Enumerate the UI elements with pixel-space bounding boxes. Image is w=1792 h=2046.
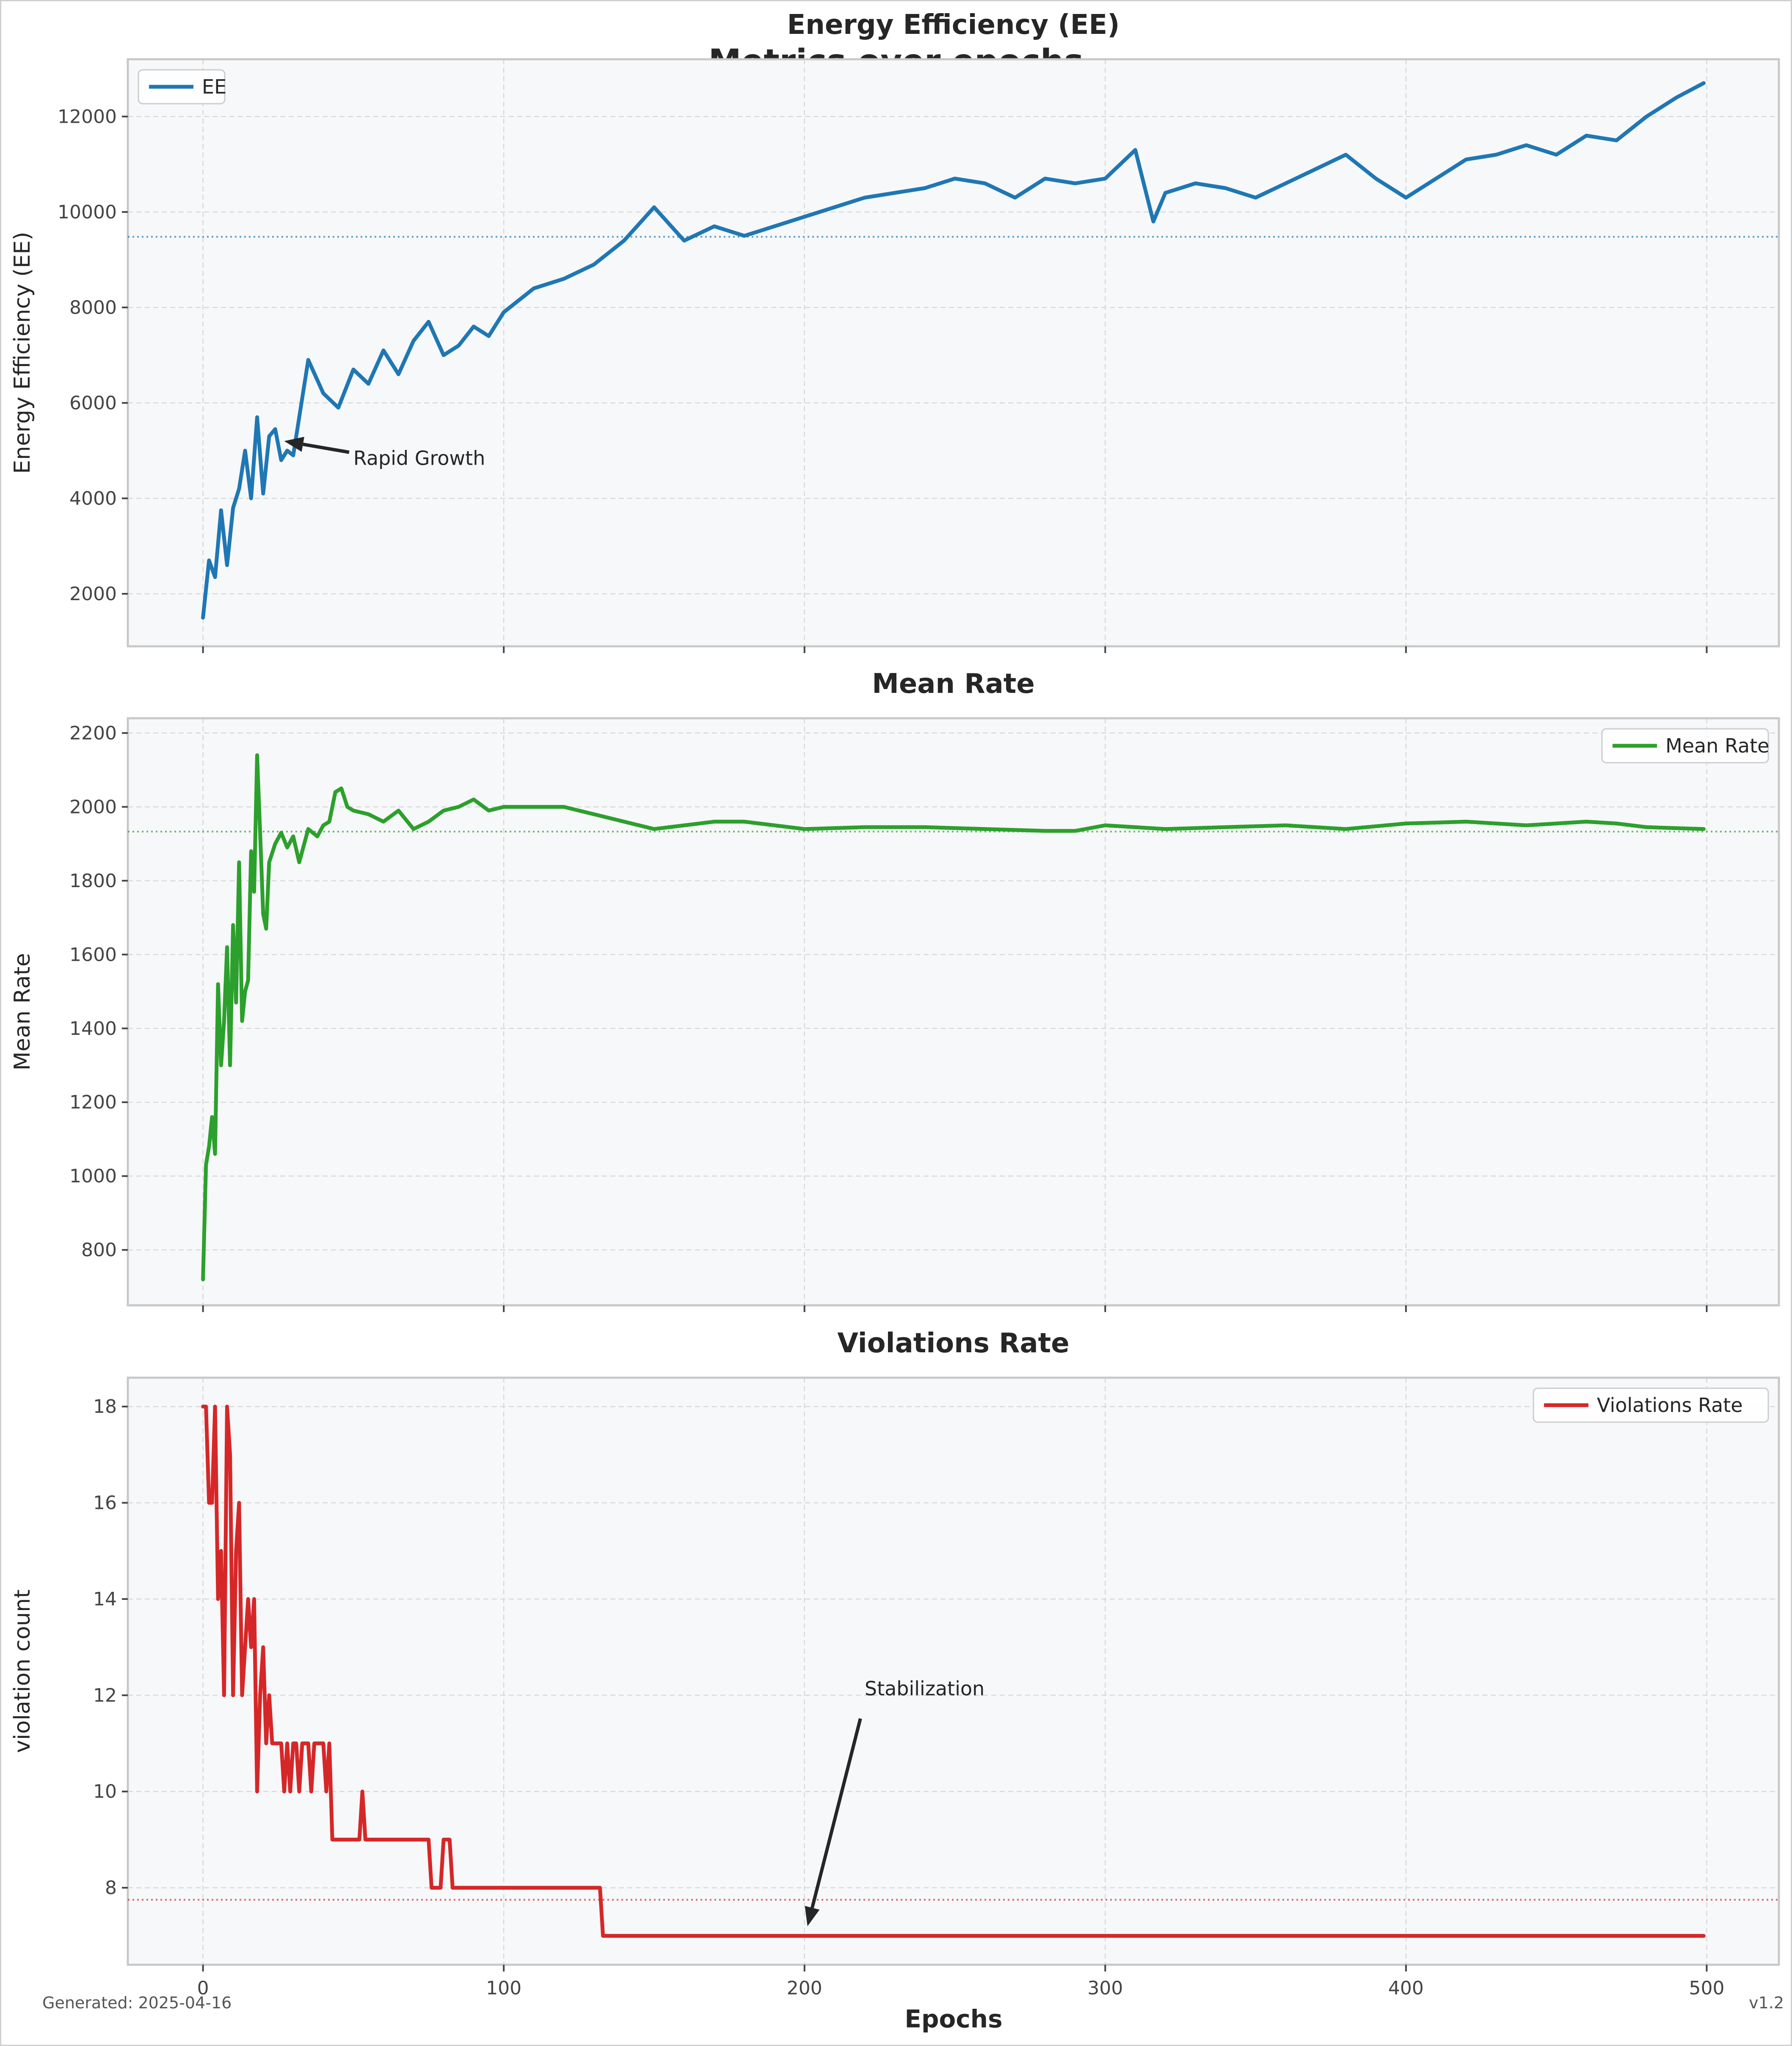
panel-ee: Energy Efficiency (EE) Energy Efficiency … xyxy=(10,9,1780,653)
y-axis-label: Mean Rate xyxy=(10,953,35,1070)
series-line xyxy=(201,1404,1706,1938)
legend-label: Mean Rate xyxy=(1665,734,1769,757)
y-tick-label: 12000 xyxy=(58,106,117,127)
series-line xyxy=(201,81,1706,620)
y-tick-label: 12 xyxy=(93,1685,117,1706)
x-tick-label: 300 xyxy=(1087,1977,1123,1999)
panel-title: Mean Rate xyxy=(872,668,1035,700)
y-tick-label: 1400 xyxy=(69,1018,117,1040)
y-tick-label: 10 xyxy=(93,1781,117,1803)
plot-frame xyxy=(127,58,1780,648)
annotation-label: Rapid Growth xyxy=(353,447,485,469)
y-tick-label: 800 xyxy=(81,1239,117,1261)
y-tick-label: 1000 xyxy=(69,1166,117,1187)
x-tick-label: 500 xyxy=(1689,1977,1724,1999)
footer-generated: Generated: 2025-04-16 xyxy=(42,1994,232,2012)
panel-mean-rate: Mean Rate Mean Rate 800 1000 1200 1400 1600 180… xyxy=(10,668,1780,1312)
x-axis-title: Epochs xyxy=(904,2005,1002,2033)
footer-version: v1.2 xyxy=(1749,1994,1784,2012)
y-tick-label: 4000 xyxy=(69,488,117,509)
y-tick-label: 8 xyxy=(105,1877,117,1899)
annotation-arrowhead xyxy=(284,437,304,452)
y-axis-label: violation count xyxy=(10,1589,35,1753)
annotation-arrow xyxy=(303,442,350,454)
plot-area xyxy=(128,1378,1779,1965)
plot-frame xyxy=(127,1376,1780,1966)
x-tick-label: 400 xyxy=(1388,1977,1424,1999)
legend-label: EE xyxy=(202,75,226,98)
panel-title: Violations Rate xyxy=(837,1328,1069,1359)
series-line xyxy=(201,753,1706,1282)
legend-box xyxy=(1601,728,1769,764)
panel-title: Energy Efficiency (EE) xyxy=(787,9,1120,41)
legend-box xyxy=(1533,1387,1769,1423)
y-tick-label: 10000 xyxy=(58,201,117,223)
y-tick-label: 14 xyxy=(93,1588,117,1610)
y-tick-label: 6000 xyxy=(69,392,117,414)
y-axis-label: Energy Efficiency (EE) xyxy=(10,232,35,474)
x-tick-label: 200 xyxy=(787,1977,822,1999)
y-tick-label: 18 xyxy=(93,1396,117,1417)
annotation-label: Stabilization xyxy=(865,1677,984,1700)
y-tick-label: 16 xyxy=(93,1492,117,1514)
y-tick-label: 2000 xyxy=(69,796,117,818)
annotation-arrowhead xyxy=(805,1905,820,1927)
x-tick-label: 100 xyxy=(486,1977,521,1999)
y-tick-label: 1800 xyxy=(69,870,117,892)
annotation-arrow xyxy=(811,1718,862,1908)
y-tick-label: 2000 xyxy=(69,583,117,605)
x-tick-label: 0 xyxy=(197,1977,209,1999)
legend-label: Violations Rate xyxy=(1597,1394,1743,1417)
y-tick-label: 1200 xyxy=(69,1092,117,1113)
panel-violations-rate: Violations Rate violation count 8 10 12 14 16 1… xyxy=(10,1328,1780,1999)
y-tick-label: 8000 xyxy=(69,297,117,318)
y-tick-label: 2200 xyxy=(69,722,117,744)
plot-frame xyxy=(127,717,1780,1307)
y-tick-label: 1600 xyxy=(69,944,117,965)
plot-area xyxy=(128,59,1779,646)
plot-area xyxy=(128,718,1779,1305)
